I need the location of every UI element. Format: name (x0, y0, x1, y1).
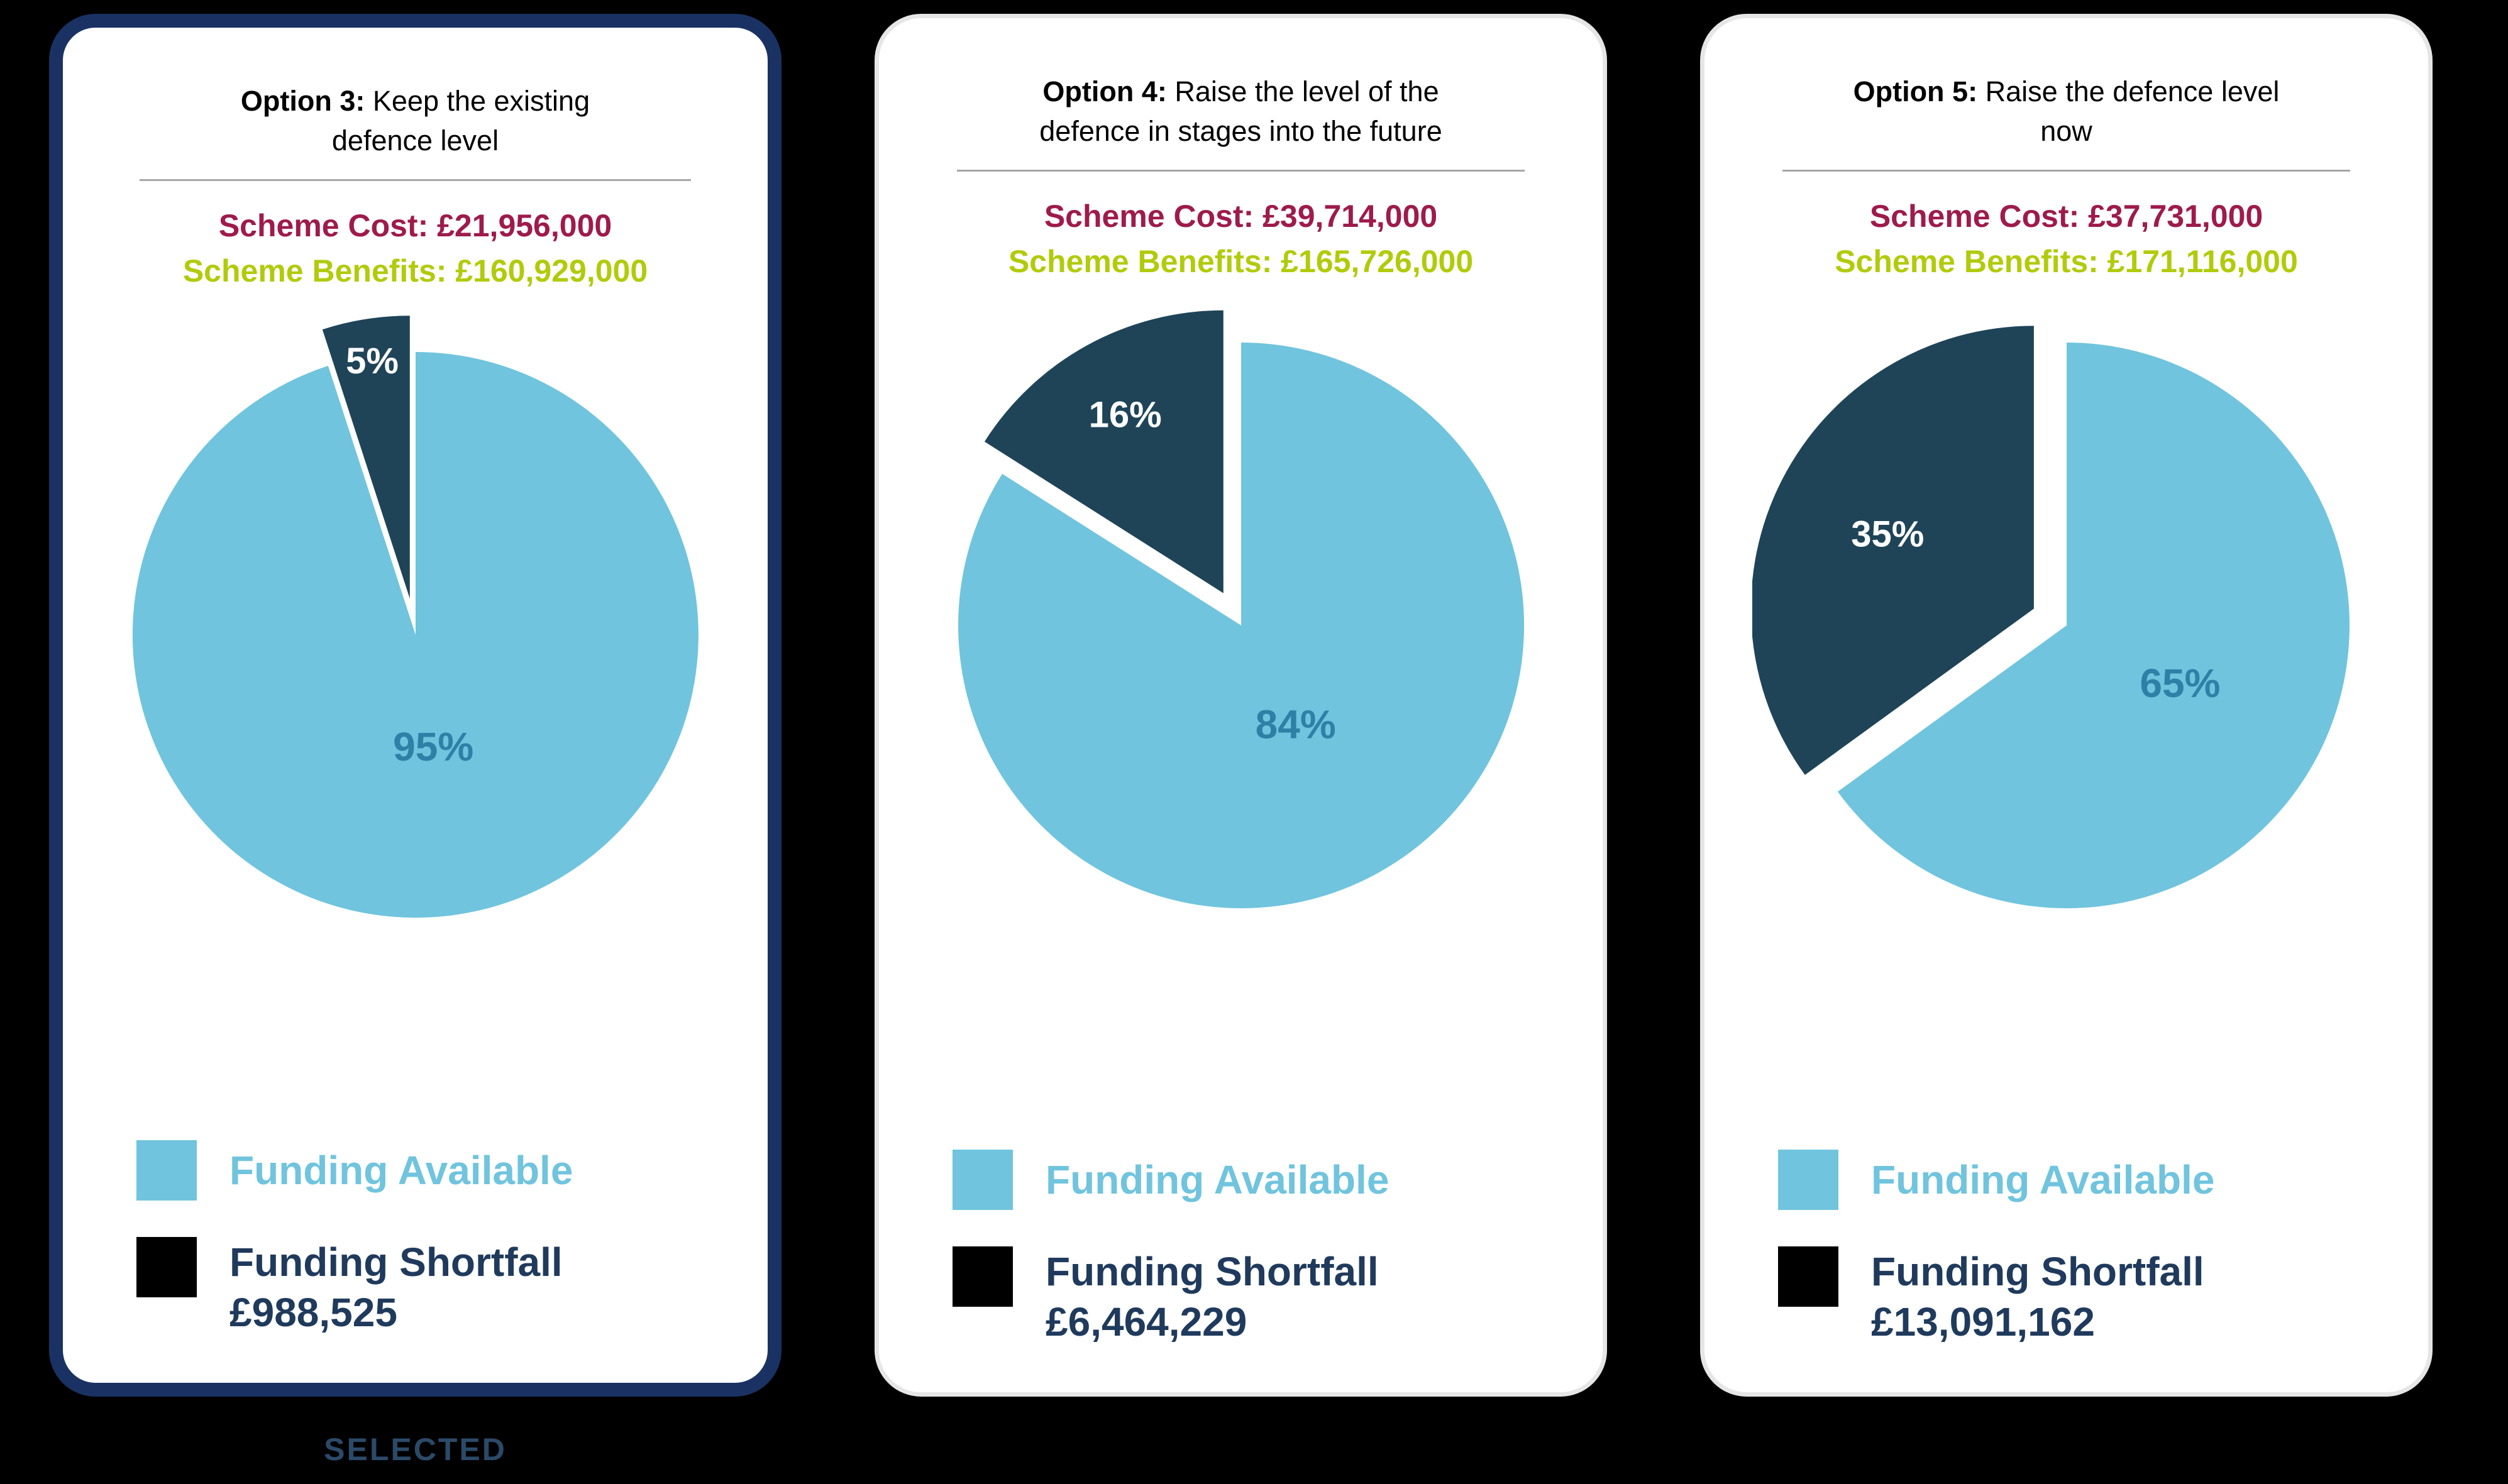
legend: Funding Available Funding Shortfall £988… (102, 1140, 729, 1338)
funding-available-label: Funding Available (229, 1148, 573, 1193)
funding-available-slice (132, 352, 699, 918)
option-3-number: Option 3: (240, 85, 365, 117)
scheme-cost-text: Scheme Cost: £37,731,000 (1869, 199, 2263, 234)
pie-chart-option-5: 65% 35% (1752, 326, 2350, 908)
option-card-4[interactable]: Option 4: Raise the level of the defence… (875, 14, 1607, 1397)
funding-available-slice (1837, 343, 2350, 908)
available-percent-label: 95% (393, 724, 473, 769)
option-3-column: Option 3: Keep the existing defence leve… (49, 14, 782, 1468)
title-divider (956, 170, 1525, 172)
option-3-description: Keep the existing defence level (331, 85, 590, 157)
funding-available-swatch (136, 1140, 197, 1201)
legend-row-funding-shortfall: Funding Shortfall £988,525 (136, 1237, 729, 1338)
option-5-column: Option 5: Raise the defence level now Sc… (1700, 14, 2433, 1468)
funding-shortfall-slice (1752, 326, 2034, 775)
legend: Funding Available Funding Shortfall £13,… (1743, 1150, 2389, 1347)
pie-chart-option-3: 95% 5% (132, 316, 699, 918)
legend-row-funding-shortfall: Funding Shortfall £13,091,162 (1778, 1246, 2389, 1347)
option-3-title: Option 3: Keep the existing defence leve… (189, 81, 642, 160)
scheme-benefits-text: Scheme Benefits: £171,116,000 (1835, 244, 2298, 279)
options-board: Option 3: Keep the existing defence leve… (49, 14, 2433, 1468)
option-card-5[interactable]: Option 5: Raise the defence level now Sc… (1700, 14, 2433, 1397)
shortfall-percent-label: 35% (1851, 514, 1924, 555)
legend-row-funding-shortfall: Funding Shortfall £6,464,229 (953, 1246, 1564, 1347)
selected-caption: SELECTED (324, 1432, 507, 1467)
option-5-title: Option 5: Raise the defence level now (1840, 72, 2293, 151)
funding-shortfall-swatch (1778, 1246, 1838, 1307)
shortfall-percent-label: 16% (1088, 394, 1161, 435)
funding-shortfall-slice (984, 310, 1224, 593)
funding-available-slice (958, 343, 1524, 908)
option-4-description: Raise the level of the defence in stages… (1039, 75, 1442, 147)
funding-shortfall-label: Funding Shortfall (1046, 1249, 1379, 1294)
title-divider (1782, 170, 2351, 172)
option-4-number: Option 4: (1042, 75, 1167, 107)
title-divider (139, 179, 692, 181)
funding-shortfall-label: Funding Shortfall (1871, 1249, 2204, 1294)
funding-available-swatch (953, 1150, 1013, 1210)
option-5-number: Option 5: (1853, 75, 1978, 107)
funding-shortfall-amount: £988,525 (229, 1290, 397, 1335)
scheme-benefits-text: Scheme Benefits: £165,726,000 (1008, 244, 1474, 279)
funding-available-label: Funding Available (1046, 1157, 1389, 1202)
legend-row-funding-available: Funding Available (953, 1150, 1564, 1210)
shortfall-percent-label: 5% (346, 341, 399, 382)
funding-shortfall-slice (322, 316, 410, 599)
funding-shortfall-block: Funding Shortfall £13,091,162 (1871, 1246, 2204, 1347)
funding-available-label: Funding Available (1871, 1157, 2215, 1202)
funding-shortfall-amount: £13,091,162 (1871, 1299, 2095, 1344)
option-4-column: Option 4: Raise the level of the defence… (875, 14, 1607, 1468)
scheme-cost-text: Scheme Cost: £21,956,000 (218, 208, 612, 243)
legend-row-funding-available: Funding Available (136, 1140, 729, 1201)
funding-shortfall-swatch (136, 1237, 197, 1297)
funding-shortfall-block: Funding Shortfall £6,464,229 (1046, 1246, 1379, 1347)
funding-available-swatch (1778, 1150, 1838, 1210)
option-5-description: Raise the defence level now (1985, 75, 2280, 147)
option-4-title: Option 4: Raise the level of the defence… (1015, 72, 1467, 151)
funding-shortfall-label: Funding Shortfall (229, 1239, 563, 1285)
funding-shortfall-block: Funding Shortfall £988,525 (229, 1237, 563, 1338)
option-card-3[interactable]: Option 3: Keep the existing defence leve… (49, 14, 782, 1397)
scheme-benefits-text: Scheme Benefits: £160,929,000 (182, 253, 648, 289)
available-percent-label: 65% (2140, 661, 2220, 706)
available-percent-label: 84% (1255, 702, 1335, 747)
legend-row-funding-available: Funding Available (1778, 1150, 2389, 1210)
funding-shortfall-amount: £6,464,229 (1046, 1299, 1247, 1344)
funding-shortfall-swatch (953, 1246, 1013, 1307)
scheme-cost-text: Scheme Cost: £39,714,000 (1044, 199, 1438, 234)
pie-chart-option-4: 84% 16% (958, 310, 1524, 908)
legend: Funding Available Funding Shortfall £6,4… (918, 1150, 1564, 1347)
